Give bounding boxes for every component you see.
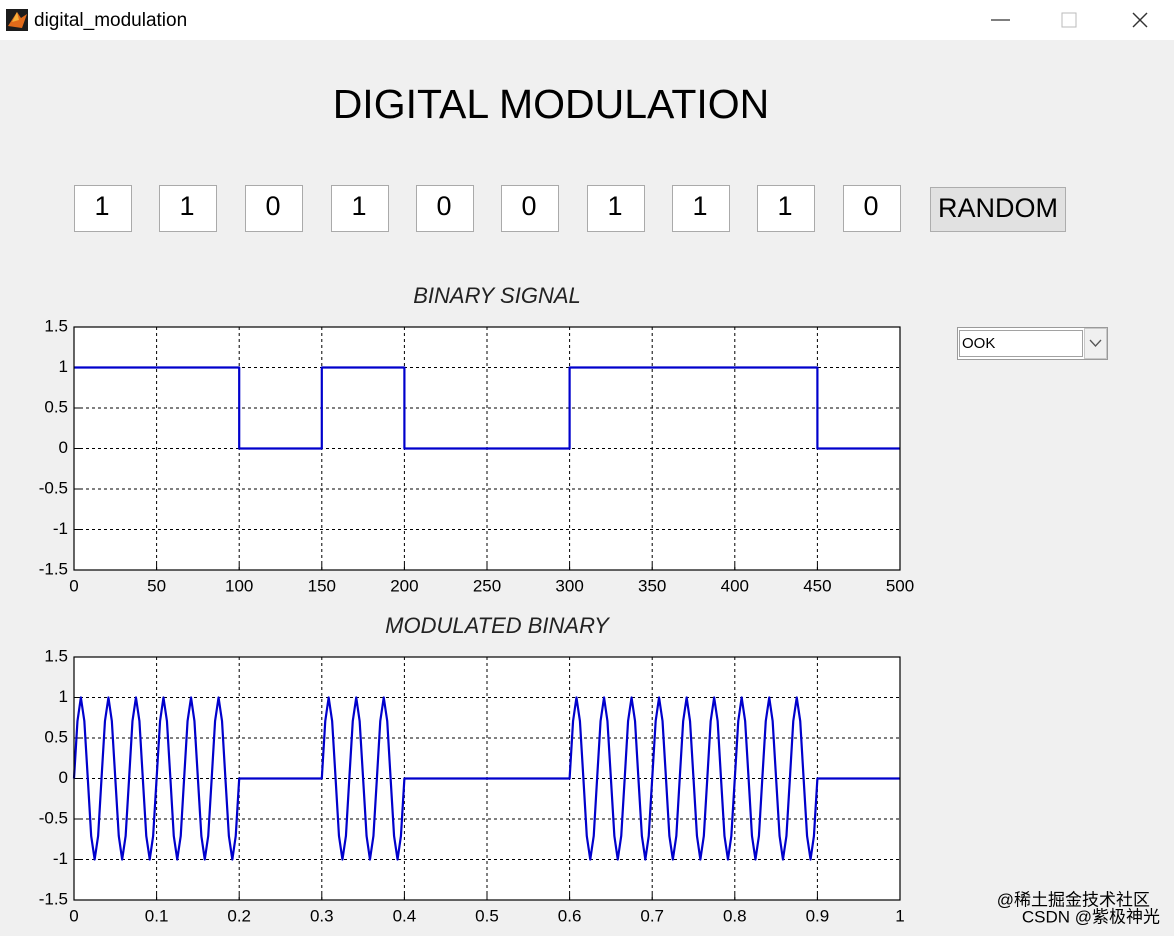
bit-value: 1 xyxy=(607,191,622,221)
y-tick-label: -0.5 xyxy=(39,808,68,827)
y-tick-label: -0.5 xyxy=(39,478,68,497)
x-tick-label: 200 xyxy=(390,576,418,595)
bit-input[interactable]: 1 xyxy=(331,185,389,232)
bit-input[interactable]: 1 xyxy=(74,185,132,232)
page-title: DIGITAL MODULATION xyxy=(333,81,770,127)
bit-input[interactable]: 0 xyxy=(245,185,303,232)
y-tick-label: 0.5 xyxy=(44,397,68,416)
app-icon xyxy=(6,9,28,31)
bit-value: 1 xyxy=(94,191,109,221)
x-tick-label: 300 xyxy=(555,576,583,595)
random-button[interactable]: RANDOM xyxy=(930,187,1066,232)
bit-value: 0 xyxy=(436,191,451,221)
bit-input[interactable]: 0 xyxy=(501,185,559,232)
y-tick-label: -1.5 xyxy=(39,559,68,578)
bit-value: 0 xyxy=(521,191,536,221)
bit-box xyxy=(587,185,645,232)
y-tick-label: -1 xyxy=(53,519,68,538)
modulation-dropdown[interactable]: OOK xyxy=(957,327,1108,360)
random-button-label: RANDOM xyxy=(938,193,1058,223)
x-tick-label: 450 xyxy=(803,576,831,595)
bit-box xyxy=(843,185,901,232)
x-tick-label: 100 xyxy=(225,576,253,595)
x-tick-label: 0.2 xyxy=(227,906,251,925)
title-bar xyxy=(0,0,1174,40)
x-tick-label: 400 xyxy=(721,576,749,595)
watermark: CSDN @紫极神光 xyxy=(1022,907,1160,926)
bit-box xyxy=(159,185,217,232)
x-tick-label: 500 xyxy=(886,576,914,595)
y-tick-label: -1.5 xyxy=(39,889,68,908)
close-button[interactable] xyxy=(1132,12,1148,28)
bit-input[interactable]: 1 xyxy=(672,185,730,232)
bit-input[interactable]: 0 xyxy=(843,185,901,232)
x-tick-label: 0.6 xyxy=(558,906,582,925)
plot-border xyxy=(73,326,901,571)
bit-input[interactable]: 1 xyxy=(587,185,645,232)
y-tick-label: 1 xyxy=(59,357,68,376)
signal-line xyxy=(72,696,900,861)
bit-value: 0 xyxy=(863,191,878,221)
y-tick-label: 0.5 xyxy=(44,727,68,746)
x-tick-label: 0.1 xyxy=(145,906,169,925)
y-tick-label: 0 xyxy=(59,438,68,457)
bit-input[interactable]: 0 xyxy=(416,185,474,232)
bit-value: 1 xyxy=(692,191,707,221)
y-tick-label: -1 xyxy=(53,849,68,868)
plot-border xyxy=(73,656,901,901)
bit-value: 1 xyxy=(179,191,194,221)
dropdown-value: OOK xyxy=(962,335,995,352)
bit-value: 1 xyxy=(777,191,792,221)
watermark: @稀土掘金技术社区 xyxy=(997,890,1150,909)
bit-box xyxy=(672,185,730,232)
x-tick-label: 150 xyxy=(308,576,336,595)
window-title: digital_modulation xyxy=(34,10,187,31)
bit-input[interactable]: 1 xyxy=(757,185,815,232)
x-tick-label: 0.3 xyxy=(310,906,334,925)
bit-box xyxy=(245,185,303,232)
x-tick-label: 1 xyxy=(895,906,904,925)
y-tick-label: 0 xyxy=(59,768,68,787)
bit-box xyxy=(757,185,815,232)
bit-value: 0 xyxy=(265,191,280,221)
y-tick-label: 1.5 xyxy=(44,316,68,335)
chart-title: MODULATED BINARY xyxy=(385,613,610,638)
x-tick-label: 0 xyxy=(69,906,78,925)
maximize-button[interactable] xyxy=(1061,12,1077,28)
y-tick-label: 1.5 xyxy=(44,646,68,665)
bit-input[interactable]: 1 xyxy=(159,185,217,232)
x-tick-label: 0.7 xyxy=(640,906,664,925)
x-tick-label: 0.8 xyxy=(723,906,747,925)
x-tick-label: 0 xyxy=(69,576,78,595)
x-tick-label: 0.5 xyxy=(475,906,499,925)
chart-title: BINARY SIGNAL xyxy=(413,283,581,308)
x-tick-label: 0.4 xyxy=(393,906,417,925)
bit-box xyxy=(501,185,559,232)
x-tick-label: 250 xyxy=(473,576,501,595)
x-tick-label: 50 xyxy=(147,576,166,595)
bit-value: 1 xyxy=(351,191,366,221)
x-tick-label: 350 xyxy=(638,576,666,595)
bit-box xyxy=(416,185,474,232)
bit-box xyxy=(74,185,132,232)
y-tick-label: 1 xyxy=(59,687,68,706)
x-tick-label: 0.9 xyxy=(806,906,830,925)
signal-line xyxy=(74,366,900,450)
bit-box xyxy=(331,185,389,232)
